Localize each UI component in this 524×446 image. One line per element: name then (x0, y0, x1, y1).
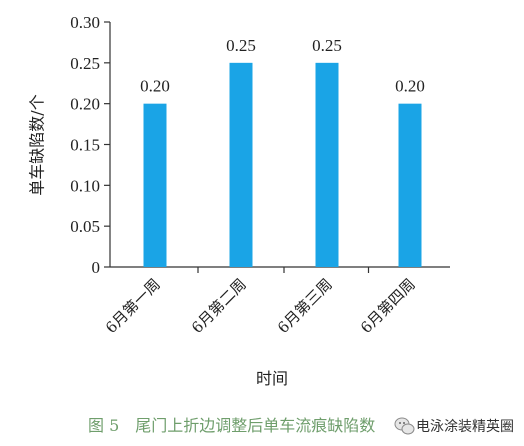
y-tick-label: 0.15 (70, 136, 100, 155)
bar-value-label: 0.25 (226, 36, 256, 55)
y-tick-label: 0.05 (70, 217, 100, 236)
y-tick-label: 0.10 (70, 176, 100, 195)
watermark: 电泳涂装精英圈 (394, 417, 514, 435)
bar (398, 103, 422, 268)
watermark-text: 电泳涂装精英圈 (416, 418, 514, 435)
x-category-label: 6月第二周 (188, 275, 250, 337)
wechat-icon (394, 417, 415, 435)
bar-value-label: 0.25 (312, 36, 342, 55)
y-tick-label: 0.30 (70, 13, 100, 32)
x-axis-title: 时间 (256, 369, 288, 388)
bar-value-label: 0.20 (140, 77, 170, 96)
bar (143, 103, 167, 268)
y-tick-label: 0.25 (70, 54, 100, 73)
bar (229, 62, 253, 268)
x-category-label: 6月第四周 (357, 275, 419, 337)
bar-value-label: 0.20 (395, 77, 425, 96)
x-category-label: 6月第一周 (102, 275, 164, 337)
y-tick-label: 0 (92, 258, 101, 277)
bar (315, 62, 339, 268)
y-tick-label: 0.20 (70, 95, 100, 114)
x-category-label: 6月第三周 (274, 275, 336, 337)
figure-caption: 图 5 尾门上折边调整后单车流痕缺陷数 (88, 416, 375, 435)
y-axis-title: 单车缺陷数/个 (28, 94, 47, 195)
